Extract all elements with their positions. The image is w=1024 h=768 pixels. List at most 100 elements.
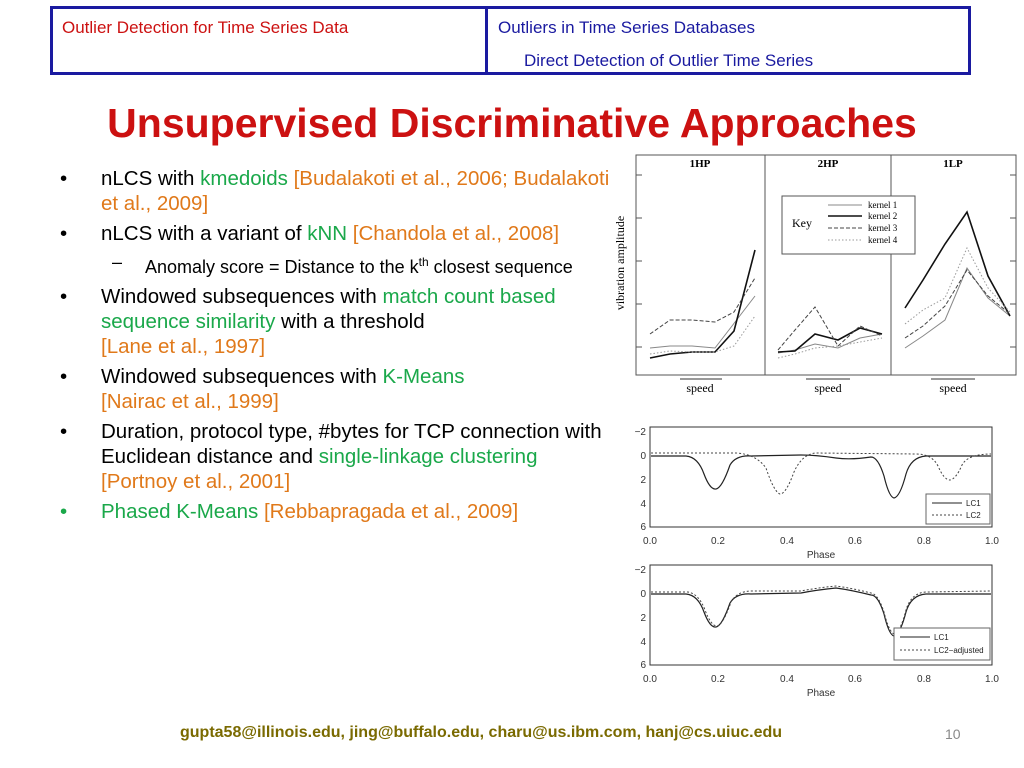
bullet-dot: • bbox=[60, 285, 68, 308]
citation: [Nairac et al., 1999] bbox=[101, 390, 279, 413]
series-lc2 bbox=[651, 452, 992, 495]
panel-label: 1HP bbox=[690, 158, 711, 170]
legend-item: kernel 1 bbox=[868, 200, 897, 210]
y-tick-label: 4 bbox=[640, 637, 646, 648]
legend-item: kernel 3 bbox=[868, 223, 898, 233]
citation: [Budalakoti et al., 2006; Budalakoti et … bbox=[101, 167, 610, 215]
legend-item: LC1 bbox=[966, 499, 981, 508]
page-number: 10 bbox=[945, 726, 961, 742]
bullet-item: • nLCS with a variant of kNN [Chandola e… bbox=[60, 221, 612, 246]
x-axis-label: Phase bbox=[807, 688, 836, 699]
method-name: single-linkage clustering bbox=[318, 445, 538, 468]
bullet-text: Windowed subsequences with bbox=[101, 285, 383, 308]
bullet-item: • Duration, protocol type, #bytes for TC… bbox=[60, 419, 612, 494]
bullet-dot: • bbox=[60, 222, 68, 245]
legend: LC1 LC2−adjusted bbox=[893, 627, 991, 661]
sub-bullet-text: Anomaly score = Distance to the k bbox=[145, 257, 419, 277]
superscript: th bbox=[418, 255, 429, 269]
y-tick-label: 0 bbox=[640, 589, 646, 600]
citation: [Lane et al., 1997] bbox=[101, 335, 266, 358]
x-tick-label: 0.8 bbox=[917, 674, 931, 685]
y-tick-label: 2 bbox=[640, 475, 646, 486]
method-name: kmedoids bbox=[200, 167, 288, 190]
header-divider bbox=[485, 6, 488, 75]
header-current-topic: Direct Detection of Outlier Time Series bbox=[524, 51, 814, 70]
series-kernel-2 bbox=[904, 210, 1011, 317]
bullet-item: • Windowed subsequences with match count… bbox=[60, 284, 612, 359]
x-axis-label: Phase bbox=[807, 550, 836, 561]
bullet-item: • Windowed subsequences with K-Means [Nai… bbox=[60, 364, 612, 414]
x-tick-label: 0.6 bbox=[848, 536, 862, 547]
header-box bbox=[50, 6, 971, 75]
x-tick-label: 0.6 bbox=[848, 674, 862, 685]
y-tick-label: 6 bbox=[640, 522, 646, 533]
y-tick-label: −2 bbox=[635, 565, 647, 576]
x-axis-label: speed bbox=[686, 381, 713, 395]
legend-item: LC2−adjusted bbox=[934, 646, 984, 655]
method-name: K-Means bbox=[382, 365, 465, 388]
series-kernel-2 bbox=[777, 327, 883, 353]
bullet-text: Windowed subsequences with bbox=[101, 365, 383, 388]
bullet-text: nLCS with bbox=[101, 167, 201, 190]
x-tick-label: 1.0 bbox=[985, 536, 999, 547]
y-tick-label: 6 bbox=[640, 660, 646, 671]
bullet-dot: • bbox=[60, 420, 68, 443]
x-tick-label: 0.4 bbox=[780, 536, 794, 547]
bullet-text: nLCS with a variant of bbox=[101, 222, 308, 245]
x-tick-label: 1.0 bbox=[985, 674, 999, 685]
legend-item: LC2 bbox=[966, 511, 981, 520]
x-tick-label: 0.0 bbox=[643, 536, 657, 547]
x-tick-label: 0.2 bbox=[711, 536, 725, 547]
bullet-dot: • bbox=[60, 500, 68, 523]
plot-frame bbox=[635, 154, 1017, 376]
y-tick-label: 2 bbox=[640, 613, 646, 624]
x-tick-label: 0.8 bbox=[917, 536, 931, 547]
method-name: kNN bbox=[307, 222, 348, 245]
figure-light-curves-raw: −2 0 2 4 6 0.0 0.2 0.4 0.6 0.8 1.0 Phase… bbox=[635, 426, 999, 561]
bullet-text: Duration, protocol type, #bytes for TCP … bbox=[101, 420, 602, 468]
x-tick-label: 0.4 bbox=[780, 674, 794, 685]
series-kernel-1 bbox=[904, 266, 1011, 349]
citation: [Portnoy et al., 2001] bbox=[101, 470, 291, 493]
method-name: Phased K-Means bbox=[101, 500, 259, 523]
x-tick-label: 0.2 bbox=[711, 674, 725, 685]
series-kernel-3 bbox=[904, 269, 1011, 339]
citation: [Chandola et al., 2008] bbox=[347, 222, 560, 245]
figure-light-curves-adjusted: −2 0 2 4 6 0.0 0.2 0.4 0.6 0.8 1.0 Phase… bbox=[635, 564, 999, 699]
panel-label: 1LP bbox=[943, 158, 963, 170]
y-tick-label: −2 bbox=[635, 427, 647, 438]
slide-title: Unsupervised Discriminative Approaches bbox=[107, 100, 917, 146]
legend: LC1 LC2 bbox=[925, 493, 991, 525]
method-name: match count based sequence similarity bbox=[101, 285, 556, 333]
bullet-item: • nLCS with kmedoids [Budalakoti et al.,… bbox=[60, 166, 612, 216]
footer-author-emails: gupta58@illinois.edu, jing@buffalo.edu, … bbox=[180, 724, 783, 741]
legend: Key kernel 1 kernel 2 kernel 3 kernel 4 bbox=[781, 195, 916, 255]
citation: [Rebbapragada et al., 2009] bbox=[263, 500, 519, 523]
series-kernel-3 bbox=[649, 277, 756, 335]
bullet-dot: • bbox=[60, 365, 68, 388]
sub-bullet-text-end: closest sequence bbox=[428, 257, 573, 277]
bullet-item: • Phased K-Means [Rebbapragada et al., 2… bbox=[60, 499, 612, 524]
bullet-dot: • bbox=[60, 167, 68, 190]
y-axis-label: vibration amplitude bbox=[613, 216, 627, 310]
sub-bullet-item: – Anomaly score = Distance to the kth cl… bbox=[60, 251, 612, 278]
series-lc1 bbox=[651, 454, 991, 499]
x-tick-label: 0.0 bbox=[643, 674, 657, 685]
legend-item: kernel 4 bbox=[868, 235, 898, 245]
sub-bullet-dash: – bbox=[112, 252, 123, 272]
figure-vibration-amplitude: 1HP 2HP 1LP speed speed speed vibration … bbox=[610, 148, 1022, 400]
header-subsection-title: Outliers in Time Series Databases bbox=[498, 18, 755, 37]
bullet-list: • nLCS with kmedoids [Budalakoti et al.,… bbox=[60, 166, 612, 529]
legend-item: LC1 bbox=[934, 633, 949, 642]
bullet-text-end: with a threshold bbox=[275, 310, 425, 333]
x-axis-label: speed bbox=[814, 381, 841, 395]
legend-item: kernel 2 bbox=[868, 211, 897, 221]
x-axis-label: speed bbox=[939, 381, 966, 395]
series-kernel-3 bbox=[777, 306, 883, 351]
y-tick-label: 4 bbox=[640, 499, 646, 510]
header-section-title: Outlier Detection for Time Series Data bbox=[62, 18, 349, 37]
y-tick-label: 0 bbox=[640, 451, 646, 462]
legend-title: Key bbox=[792, 216, 812, 230]
series-lc2-adjusted bbox=[651, 585, 992, 635]
series-kernel-4 bbox=[777, 337, 883, 359]
